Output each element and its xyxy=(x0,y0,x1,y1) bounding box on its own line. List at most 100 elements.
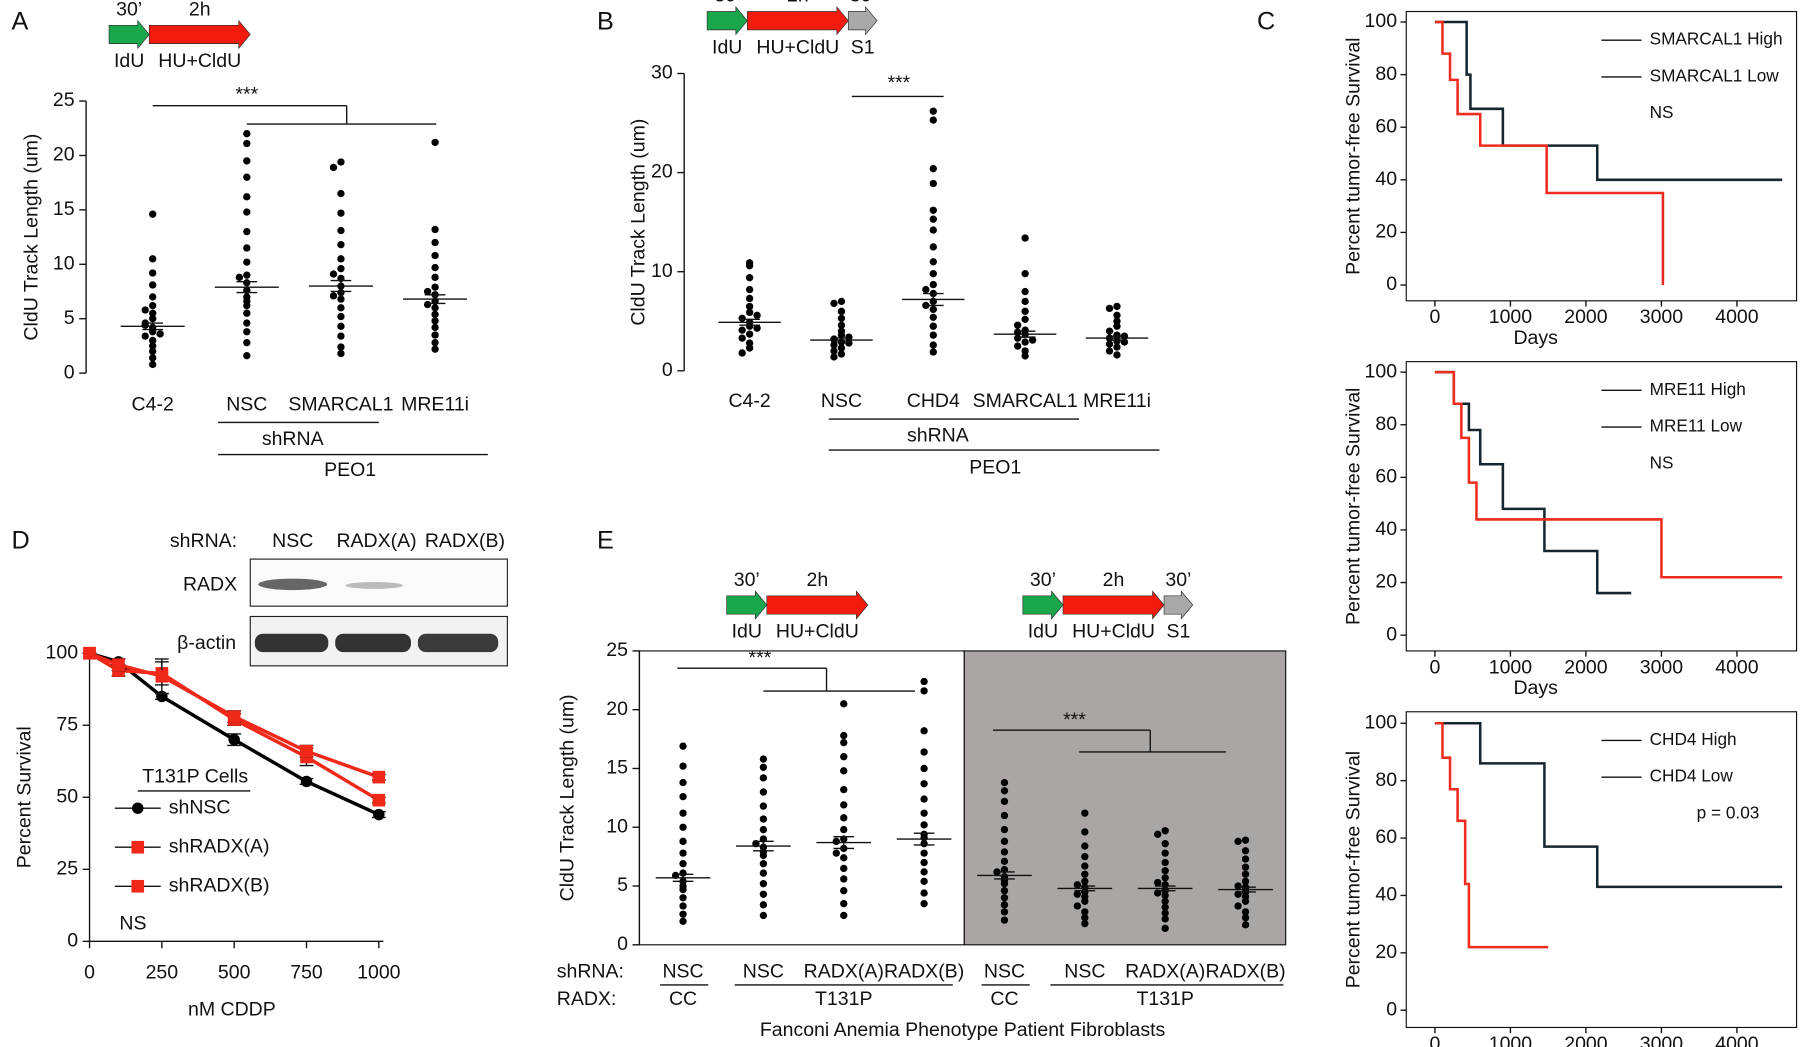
y-tick-label: 25 xyxy=(56,857,78,879)
data-point xyxy=(759,901,768,909)
data-point xyxy=(1000,797,1009,806)
data-point xyxy=(679,902,687,910)
panel-letter: C xyxy=(1257,8,1275,36)
data-point xyxy=(929,164,937,173)
data-point xyxy=(745,308,754,317)
x-tick-label: 1000 xyxy=(357,962,401,984)
legend-label: SMARCAL1 High xyxy=(1650,29,1783,49)
data-point xyxy=(337,332,345,340)
data-point xyxy=(840,731,848,740)
data-point xyxy=(431,345,439,353)
data-point xyxy=(1161,897,1169,905)
data-point xyxy=(149,347,157,356)
data-point xyxy=(929,270,937,278)
data-point xyxy=(929,215,937,223)
data-point xyxy=(149,354,157,362)
marker xyxy=(112,658,125,672)
data-point xyxy=(840,700,848,708)
data-point xyxy=(679,809,687,817)
data-point xyxy=(1113,302,1121,311)
data-point xyxy=(679,882,687,890)
data-point xyxy=(840,738,848,747)
data-point xyxy=(1021,315,1029,323)
data-point xyxy=(243,338,251,347)
data-point xyxy=(929,226,937,234)
row-label: RADX: xyxy=(557,988,617,1010)
y-tick-label: 30 xyxy=(651,62,673,84)
data-point xyxy=(759,825,768,834)
x-tick-label: RADX(B) xyxy=(1205,961,1285,983)
data-point xyxy=(1000,811,1009,820)
y-tick-label: 25 xyxy=(53,89,75,111)
x-tick-label: RADX(A) xyxy=(804,961,884,983)
data-point xyxy=(745,322,754,330)
data-point xyxy=(745,294,754,303)
data-point xyxy=(679,762,687,770)
data-point xyxy=(149,342,157,350)
data-point xyxy=(738,349,746,357)
data-point xyxy=(1021,352,1029,360)
x-tick-label: RADX(B) xyxy=(884,961,964,983)
panel-background xyxy=(638,650,965,946)
data-point xyxy=(679,823,687,831)
y-tick-label: 60 xyxy=(1375,826,1397,848)
panel-background xyxy=(963,650,1287,946)
legend-marker xyxy=(131,879,145,893)
protocol-arrow xyxy=(726,590,768,620)
data-point xyxy=(1234,837,1242,846)
data-point xyxy=(920,795,928,803)
data-point xyxy=(1081,842,1089,850)
data-point xyxy=(235,273,244,282)
marker xyxy=(300,744,313,758)
data-point xyxy=(1113,343,1121,351)
y-tick-label: 10 xyxy=(606,815,628,837)
data-point xyxy=(337,241,345,249)
x-tick-label: 2000 xyxy=(1564,1033,1608,1047)
data-point xyxy=(759,869,768,877)
y-axis-label: CldU Track Length (um) xyxy=(20,134,42,341)
y-tick-label: 75 xyxy=(56,713,78,735)
legend-label: MRE11 Low xyxy=(1650,416,1743,436)
data-point xyxy=(1000,887,1009,895)
data-point xyxy=(1161,903,1169,911)
data-point xyxy=(243,297,251,305)
panel-letter: B xyxy=(597,8,614,36)
y-axis-label: CldU Track Length (um) xyxy=(628,119,650,326)
data-point xyxy=(243,157,251,165)
data-point xyxy=(929,107,937,115)
data-point xyxy=(1021,270,1029,278)
data-point xyxy=(1161,867,1169,875)
x-tick-label: 0 xyxy=(1430,656,1441,678)
data-point xyxy=(738,314,746,322)
data-point xyxy=(679,793,687,801)
data-point xyxy=(1000,778,1009,787)
x-tick-label: 0 xyxy=(84,962,95,984)
data-point xyxy=(679,860,687,868)
data-point xyxy=(1154,830,1162,838)
data-point xyxy=(1161,840,1169,848)
x-tick-label: 0 xyxy=(1430,306,1441,328)
data-point xyxy=(431,331,439,339)
data-point xyxy=(929,179,937,188)
data-point xyxy=(1081,828,1089,836)
protocol-arrow xyxy=(1022,590,1064,620)
significance-label: *** xyxy=(749,647,772,669)
data-point xyxy=(243,328,251,336)
protocol-arrow xyxy=(746,5,849,36)
data-point xyxy=(745,273,754,282)
data-point xyxy=(1021,297,1029,306)
data-point xyxy=(738,334,746,342)
data-point xyxy=(920,877,928,885)
legend-label: CHD4 High xyxy=(1650,729,1737,749)
x-tick-label: 1000 xyxy=(1489,1033,1533,1047)
data-point xyxy=(837,297,846,306)
x-tick-label: SMARCAL1 xyxy=(288,393,393,415)
data-point xyxy=(840,864,848,873)
data-point xyxy=(929,206,937,214)
data-point xyxy=(920,687,928,695)
data-point xyxy=(840,767,848,775)
data-point xyxy=(753,311,761,319)
x-tick-label: 1000 xyxy=(1489,656,1533,678)
data-point xyxy=(920,748,928,756)
y-tick-label: 5 xyxy=(64,307,75,329)
